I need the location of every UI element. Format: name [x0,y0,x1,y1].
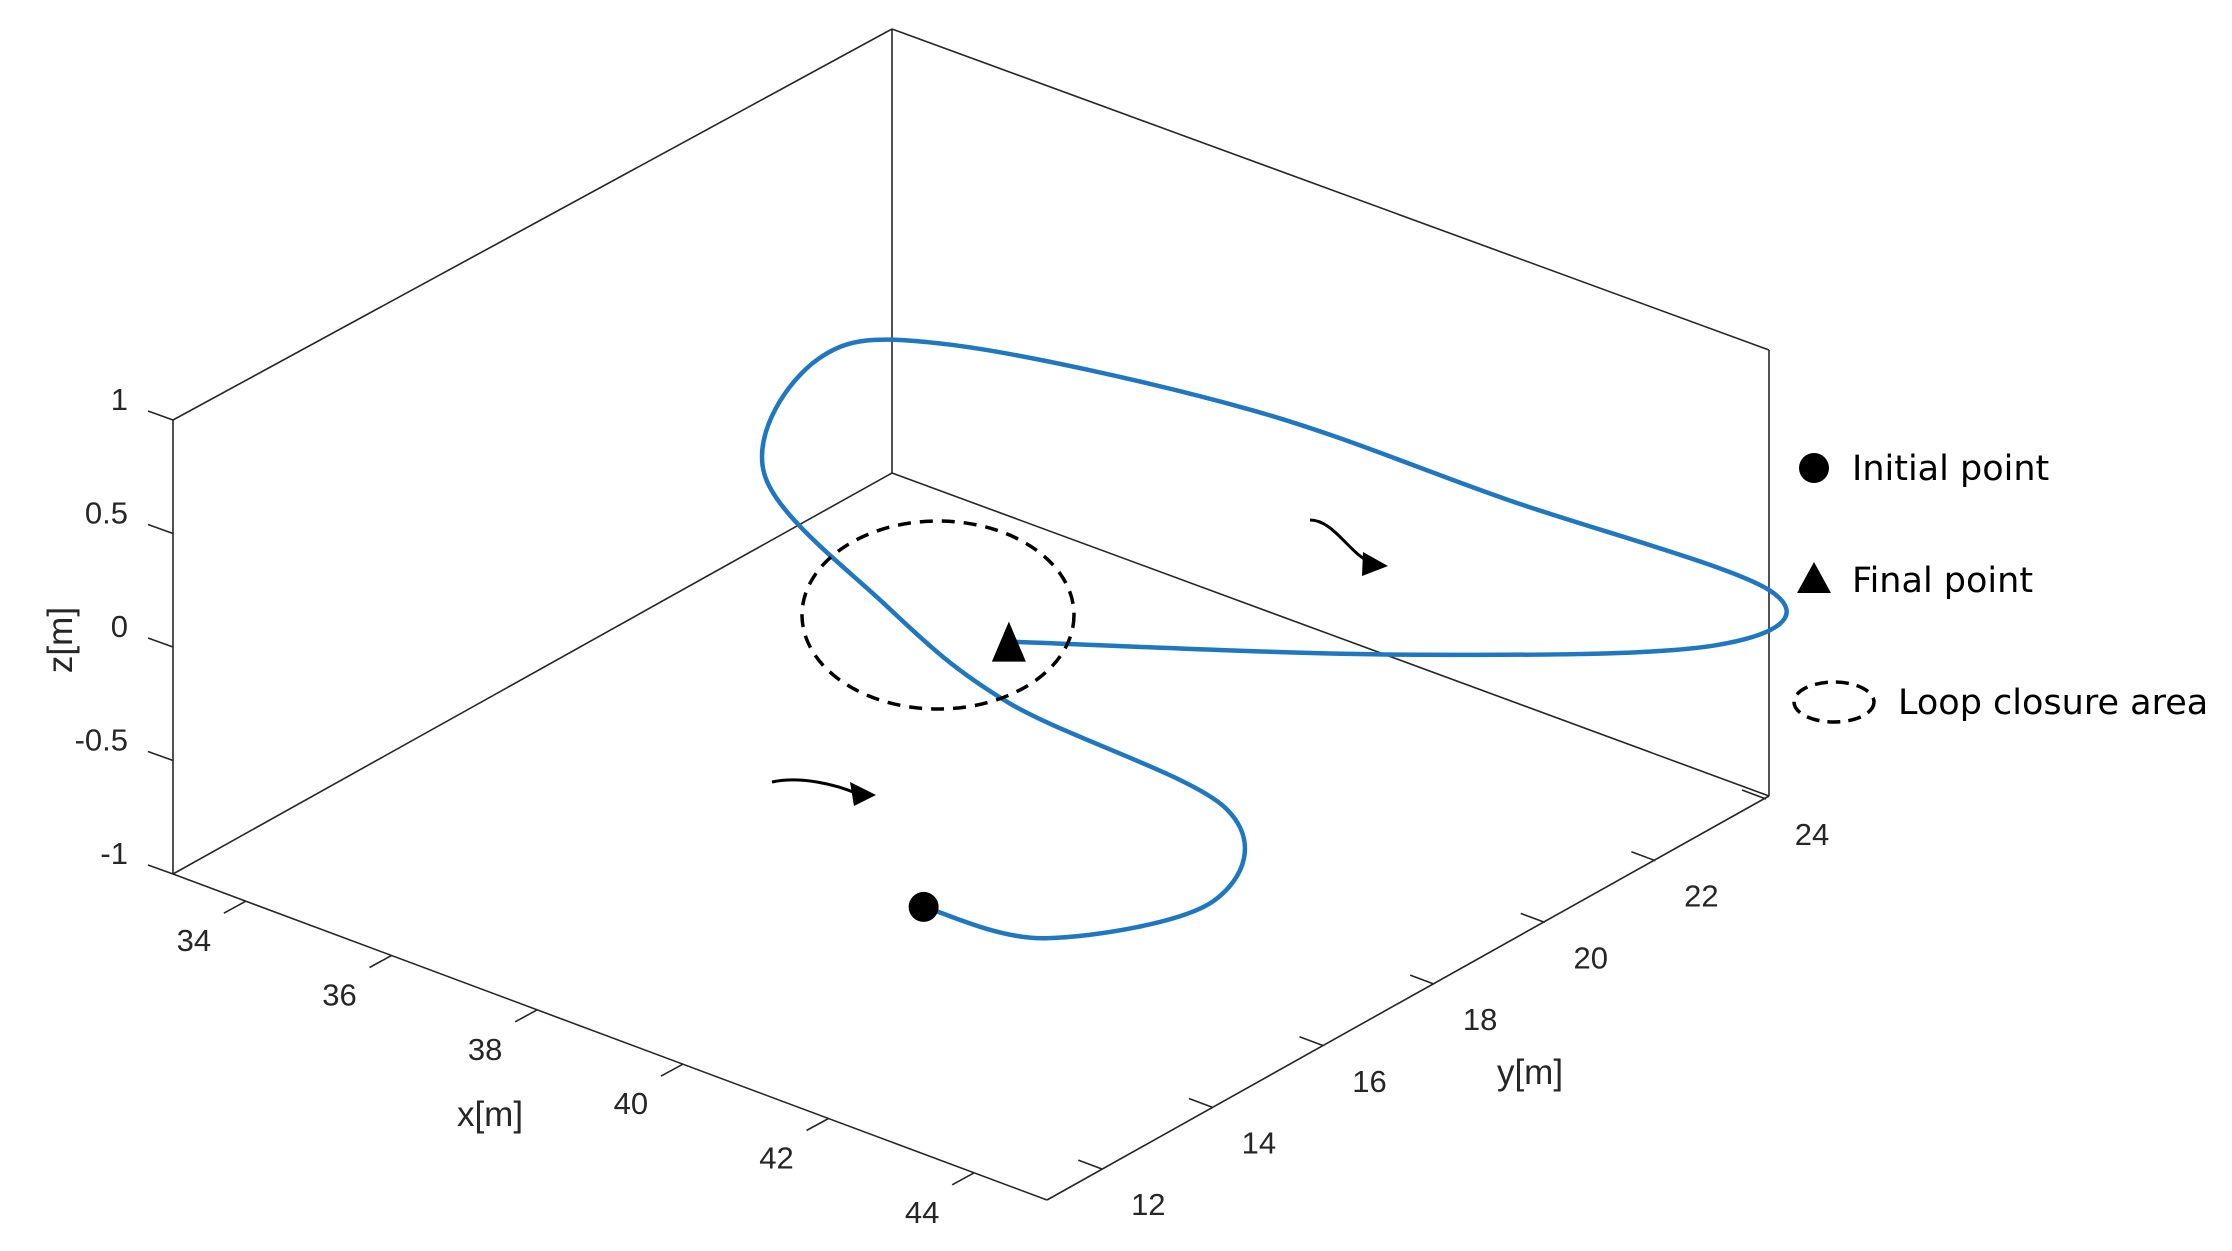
y-tick-label: 14 [1242,1125,1276,1160]
x-tick-mark [369,954,392,969]
y-tick-label: 24 [1795,817,1829,852]
x-tick-mark [514,1009,538,1023]
initial-point-marker [908,891,939,922]
x-tick-label: 44 [905,1195,939,1230]
z-tick-label: -1 [100,836,128,871]
legend-circle-icon [1799,453,1829,483]
x-tick-mark [806,1117,829,1132]
box-edge [172,28,893,421]
y-tick-label: 16 [1352,1064,1386,1099]
direction-arrowhead [1362,552,1388,576]
legend-label-initial: Initial point [1852,449,2049,489]
legend-ellipse-icon [1792,680,1876,724]
x-tick-label: 34 [177,923,211,958]
final-point-marker [991,621,1026,662]
legend-label-loop: Loop closure area [1898,683,2208,723]
z-tick-label: 1 [111,382,128,417]
box-edge [891,472,1770,797]
loop-closure-ellipse [800,519,1076,711]
y-tick-mark [1078,1159,1103,1170]
legend-triangle-icon [1797,562,1831,593]
y-tick-mark [1741,789,1767,800]
z-tick-mark [147,750,174,762]
y-axis-line [1046,795,1770,1201]
axes-box [172,28,1770,1201]
y-axis-label: y[m] [1497,1053,1563,1092]
z-tick-mark [147,410,174,421]
box-edge [891,28,1770,351]
x-tick-mark [660,1063,684,1077]
x-axis-line [172,873,1048,1201]
direction-arrowhead [850,782,876,806]
y-axis-ticks: 12 14 16 18 20 22 24 [1078,789,1829,1222]
x-axis-label: x[m] [457,1095,523,1134]
x-tick-label: 36 [322,978,356,1013]
direction-arrow [1309,518,1373,565]
z-tick-mark [147,523,174,535]
x-tick-label: 40 [614,1086,648,1121]
y-tick-label: 12 [1131,1187,1165,1222]
z-axis-ticks: -1 -0.5 0 0.5 1 [75,382,174,875]
box-edge [172,472,893,875]
x-tick-mark [223,900,247,914]
z-axis-label: z[m] [41,607,80,673]
y-tick-label: 18 [1463,1002,1497,1037]
z-tick-label: -0.5 [75,723,128,758]
x-tick-mark [951,1172,975,1186]
y-tick-label: 20 [1574,940,1608,975]
z-tick-mark [147,637,174,648]
y-tick-mark [1299,1036,1324,1047]
x-axis-ticks: 34 36 38 40 42 44 [177,900,975,1230]
legend-label-final: Final point [1852,561,2033,601]
z-tick-label: 0.5 [85,496,128,531]
legend: Initial point Final point Loop closure a… [1792,449,2208,724]
x-tick-label: 42 [759,1141,793,1176]
y-tick-mark [1409,974,1435,985]
y-tick-mark [1631,850,1656,862]
trajectory-line [759,337,1789,941]
z-tick-label: 0 [111,609,128,644]
z-tick-mark [147,864,174,875]
x-tick-label: 38 [468,1032,502,1067]
y-tick-mark [1520,912,1546,924]
direction-arrow [771,778,859,796]
y-tick-mark [1188,1097,1214,1109]
y-tick-label: 22 [1684,879,1718,914]
